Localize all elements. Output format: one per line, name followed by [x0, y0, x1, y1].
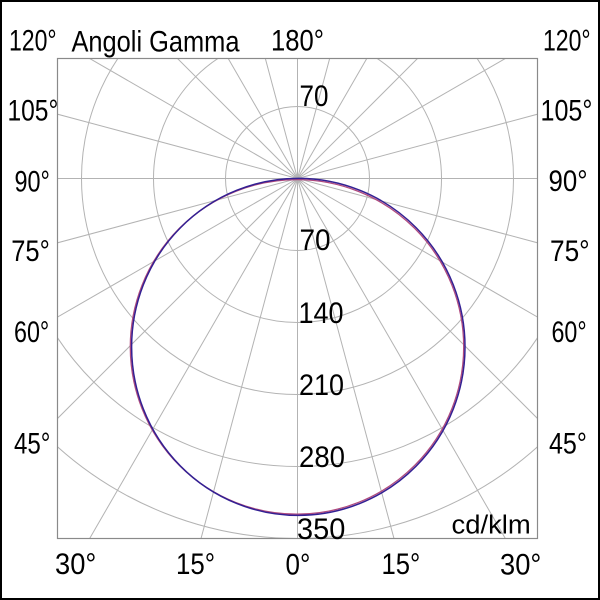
svg-text:90°: 90°: [549, 164, 588, 197]
svg-text:140: 140: [299, 296, 344, 329]
svg-text:Angoli Gamma: Angoli Gamma: [72, 24, 240, 57]
svg-text:70: 70: [300, 224, 331, 257]
svg-text:cd/klm: cd/klm: [452, 510, 531, 539]
svg-text:180°: 180°: [271, 24, 324, 57]
svg-text:75°: 75°: [11, 234, 50, 267]
svg-text:15°: 15°: [382, 548, 421, 581]
svg-text:105°: 105°: [541, 94, 593, 127]
svg-text:0°: 0°: [286, 548, 311, 581]
svg-text:120°: 120°: [543, 24, 591, 57]
svg-text:75°: 75°: [550, 235, 590, 268]
svg-text:210: 210: [299, 368, 344, 401]
svg-text:45°: 45°: [549, 426, 587, 459]
svg-text:30°: 30°: [500, 549, 541, 582]
svg-text:90°: 90°: [15, 165, 50, 198]
svg-text:15°: 15°: [176, 548, 215, 581]
svg-text:70: 70: [300, 79, 329, 112]
svg-text:350: 350: [297, 514, 345, 546]
svg-text:60°: 60°: [14, 315, 49, 348]
svg-text:45°: 45°: [14, 427, 50, 460]
svg-text:60°: 60°: [552, 315, 587, 348]
svg-text:120°: 120°: [9, 24, 57, 57]
svg-text:30°: 30°: [55, 548, 96, 581]
svg-text:105°: 105°: [8, 94, 59, 128]
svg-text:280: 280: [299, 441, 345, 474]
